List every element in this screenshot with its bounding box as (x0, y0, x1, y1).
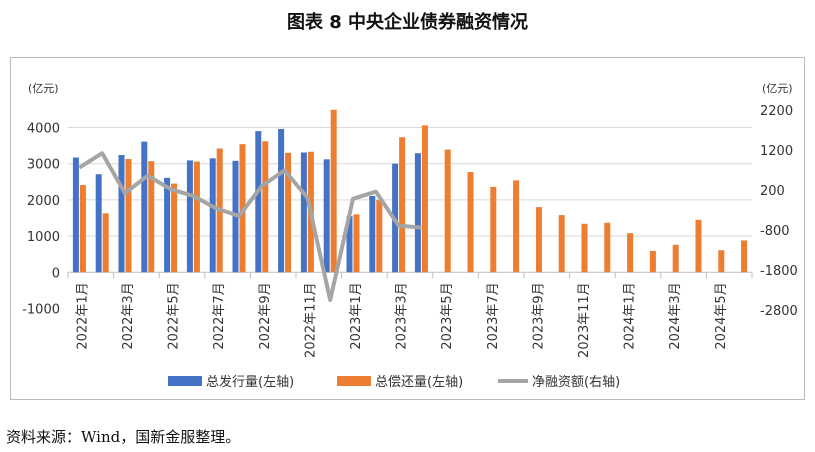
repayment-bar (421, 125, 428, 273)
repayment-bar (513, 180, 520, 273)
repayment-bar (627, 233, 634, 273)
right-tick-label: -800 (760, 224, 790, 239)
x-tick-label: 2023年11月 (577, 282, 592, 358)
issuance-bar (164, 177, 171, 273)
x-tick-label: 2023年7月 (486, 282, 501, 349)
right-tick-label: 2200 (760, 104, 793, 119)
x-tick-label: 2024年5月 (714, 282, 729, 349)
x-tick-label: 2023年5月 (440, 282, 455, 349)
left-tick-label: 0 (52, 266, 60, 281)
issuance-bar (186, 160, 193, 273)
left-tick-label: 1000 (27, 230, 60, 245)
legend-swatch (168, 376, 202, 386)
left-tick-label: 4000 (27, 122, 60, 137)
issuance-bar (346, 216, 353, 273)
repayment-bar (79, 185, 86, 273)
repayment-bar (535, 207, 542, 273)
x-tick-label: 2023年9月 (531, 282, 546, 349)
repayment-bar (672, 244, 679, 273)
x-tick-label: 2022年7月 (212, 282, 227, 349)
repayment-bar (467, 172, 474, 273)
repayment-bar (490, 186, 497, 273)
net-financing-line (78, 151, 422, 302)
left-tick-label: 3000 (27, 158, 60, 173)
chart-frame (10, 57, 805, 400)
legend-swatch (337, 376, 371, 386)
x-tick-label: 2022年5月 (167, 282, 182, 349)
issuance-bar (72, 157, 79, 273)
source-note: 资料来源：Wind，国新金服整理。 (6, 428, 241, 446)
repayment-bar (285, 152, 292, 273)
x-tick-label: 2024年1月 (623, 282, 638, 349)
repayment-bar (262, 141, 269, 273)
x-tick-label: 2022年9月 (258, 282, 273, 349)
repayment-bar (444, 149, 451, 273)
repayment-bar (695, 219, 702, 273)
repayment-bar (649, 250, 656, 273)
left-axis-unit: (亿元) (28, 82, 59, 95)
x-tick-label: 2023年3月 (395, 282, 410, 349)
repayment-bar (376, 199, 383, 273)
right-axis-unit: (亿元) (762, 82, 793, 95)
repayment-bar (581, 223, 588, 273)
x-tick-label: 2023年1月 (349, 282, 364, 349)
issuance-bar (323, 159, 330, 273)
issuance-bar (414, 153, 421, 273)
issuance-bar (369, 195, 376, 273)
legend-label: 净融资额(右轴) (532, 375, 620, 390)
repayment-bar (604, 222, 611, 273)
issuance-bar (278, 128, 285, 273)
repayment-bar (125, 158, 132, 273)
issuance-bar (300, 152, 307, 273)
issuance-bar (209, 158, 216, 273)
left-tick-label: -1000 (22, 303, 60, 318)
repayment-bar (102, 213, 109, 273)
repayment-bar (399, 137, 406, 273)
repayment-bar (193, 161, 200, 273)
legend-label: 总偿还量(左轴) (375, 375, 463, 390)
issuance-bar (95, 174, 102, 273)
right-tick-label: -1800 (760, 264, 798, 279)
x-tick-label: 2022年1月 (75, 282, 90, 349)
right-tick-label: 1200 (760, 144, 793, 159)
repayment-bar (353, 214, 360, 273)
issuance-bar (141, 141, 148, 273)
issuance-bar (118, 155, 125, 273)
repayment-bar (718, 250, 725, 273)
repayment-bar (330, 109, 337, 273)
legend-label: 总发行量(左轴) (206, 374, 294, 390)
right-tick-label: 200 (760, 184, 785, 199)
x-tick-label: 2022年11月 (303, 282, 318, 358)
chart-title: 图表 8 中央企业债券融资情况 (286, 12, 529, 33)
right-tick-label: -2800 (760, 304, 798, 319)
issuance-bar (255, 131, 262, 273)
x-tick-label: 2022年3月 (121, 282, 136, 349)
repayment-bar (171, 183, 178, 273)
repayment-bar (148, 161, 155, 273)
repayment-bar (741, 240, 748, 273)
repayment-bar (558, 215, 565, 273)
x-tick-label: 2024年3月 (668, 282, 683, 349)
left-tick-label: 2000 (27, 194, 60, 209)
